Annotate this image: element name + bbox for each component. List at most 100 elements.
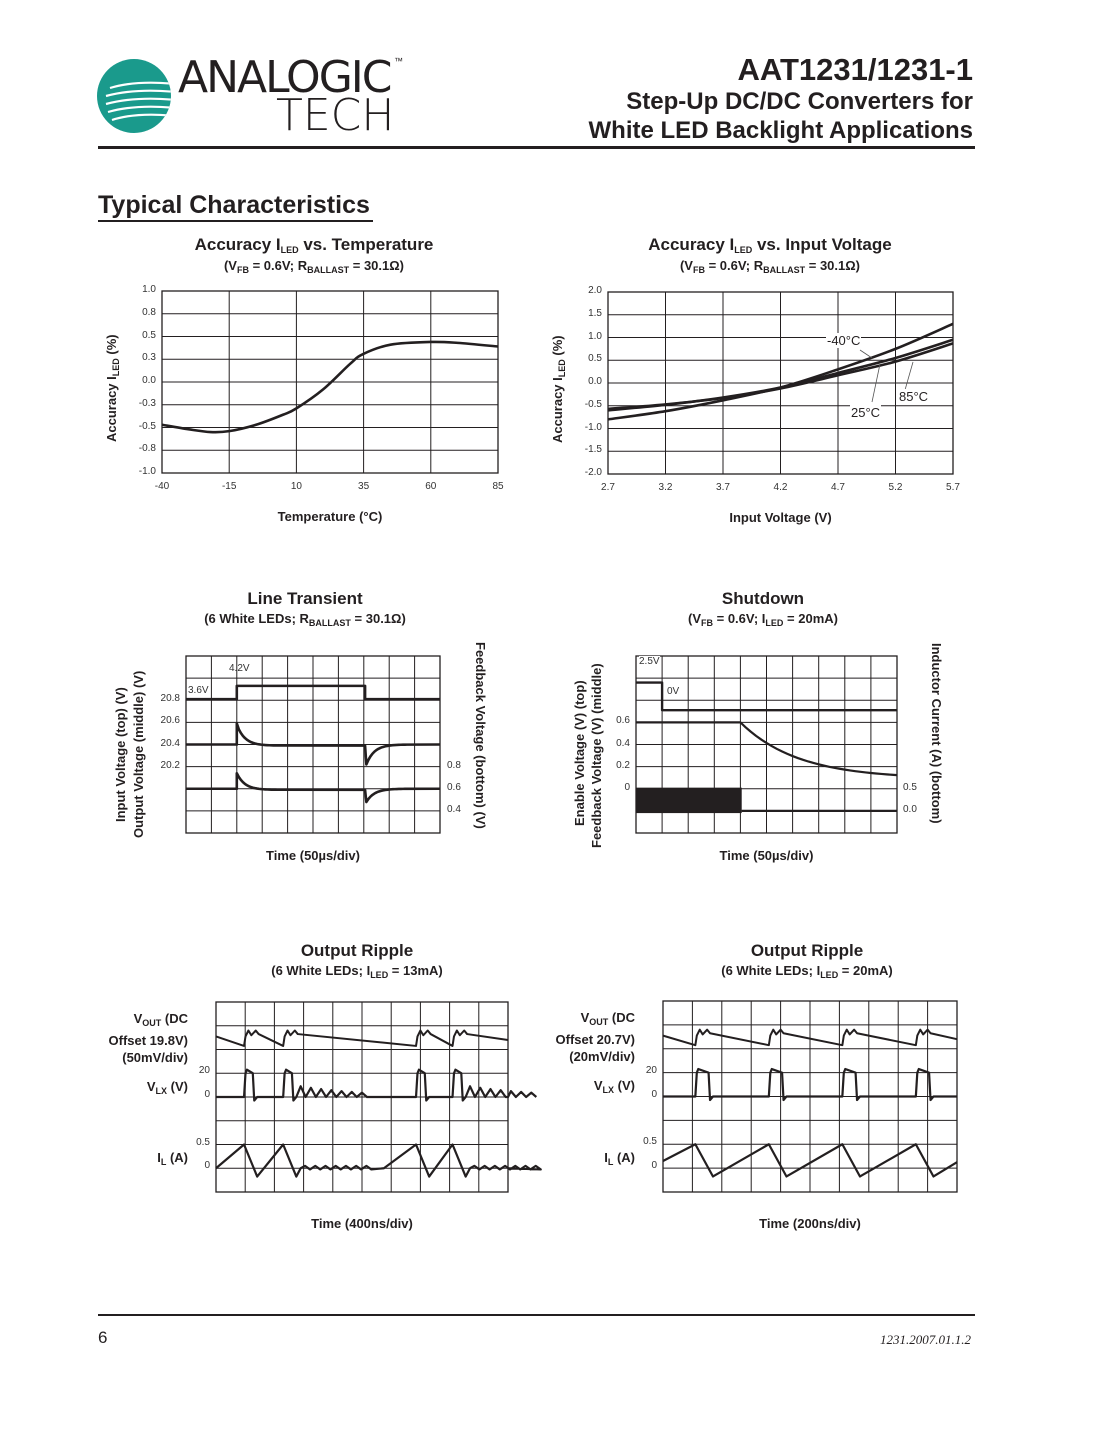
- series-label: -40°C: [826, 333, 862, 348]
- y-tick-label: 0.8: [142, 306, 156, 318]
- text-segment: (DC: [161, 1011, 188, 1026]
- inductor-current-trace: [662, 1143, 958, 1178]
- x-tick-label: 60: [425, 481, 437, 492]
- text-segment: (V: [688, 611, 702, 626]
- text-segment: = 30.1Ω): [349, 258, 405, 273]
- series-line-0: [161, 340, 499, 434]
- x-tick-label: 4.2: [773, 482, 788, 493]
- left-tick-label: 20.6: [160, 715, 180, 727]
- x-tick-label: 3.2: [658, 482, 673, 493]
- text-segment: (6 White LEDs; R: [204, 611, 309, 626]
- chart-title: Line Transient: [55, 589, 555, 609]
- annotation-label: 4.2V: [229, 662, 250, 674]
- vlx-label: VLX (V): [38, 1078, 188, 1100]
- text-segment: Output Ripple: [300, 941, 414, 960]
- text-segment: = 0.6V; R: [248, 258, 308, 273]
- text-segment: (A): [166, 1150, 188, 1166]
- left-tick-label: 20: [645, 1064, 657, 1076]
- y-tick-label: -0.5: [584, 398, 602, 410]
- x-axis-label: Time (200ns/div): [759, 1216, 861, 1231]
- text-segment: = 0.6V; I: [713, 611, 766, 626]
- callout-line: [904, 361, 914, 391]
- chart-subtitle: (6 White LEDs; RBALLAST = 30.1Ω): [55, 611, 555, 628]
- subscript-text: BALLAST: [308, 618, 351, 628]
- vlx-trace: [663, 1067, 957, 1102]
- subscript-text: OUT: [589, 1017, 609, 1027]
- text-segment: Shutdown: [721, 589, 805, 608]
- y-tick-label: 0.0: [588, 376, 602, 387]
- text-segment: I: [157, 1150, 161, 1166]
- subscript-text: LX: [155, 1086, 168, 1096]
- logo-text-bottom: TECH: [276, 90, 395, 141]
- right-tick-label: 0.8: [447, 759, 461, 771]
- doc-subtitle-2: White LED Backlight Applications: [588, 117, 973, 144]
- subscript-text: LED: [765, 618, 784, 628]
- left-tick-label: 0: [624, 781, 630, 793]
- left-tick-label: 0.6: [616, 715, 630, 727]
- subscript-text: OUT: [142, 1018, 162, 1028]
- vout-trace: [215, 1029, 509, 1047]
- text-segment: = 20mA): [783, 611, 838, 626]
- chart-title: Output Ripple: [107, 941, 607, 961]
- left-tick-label: 0: [204, 1089, 210, 1100]
- left-tick-label: 20.2: [160, 759, 180, 771]
- y-tick-label: 0.5: [588, 353, 602, 365]
- vout-trace: [662, 1028, 958, 1047]
- x-tick-label: 35: [358, 481, 370, 492]
- footer-rule: [98, 1314, 975, 1316]
- output-voltage-trace: [186, 722, 441, 766]
- text-segment: Line Transient: [247, 589, 363, 608]
- text-segment: = 20mA): [838, 963, 893, 978]
- subscript-text: FB: [692, 265, 705, 275]
- vout-label: VOUT (DC Offset 19.8V) (50mV/div): [38, 1010, 188, 1066]
- inductor-current-trace: [215, 1143, 542, 1178]
- left-tick-label: 0: [651, 1088, 657, 1100]
- text-segment: Offset 20.7V): [555, 1032, 635, 1047]
- subscript-text: L: [607, 1157, 614, 1168]
- right-tick-label: 0.6: [447, 781, 461, 793]
- text-segment: = 0.6V; R: [704, 258, 764, 273]
- doc-subtitle-1: Step-Up DC/DC Converters for: [626, 88, 973, 115]
- text-segment: (DC: [608, 1010, 635, 1025]
- x-tick-label: -40: [154, 481, 170, 492]
- x-tick-label: 5.2: [888, 482, 903, 493]
- text-segment: (50mV/div): [122, 1050, 188, 1065]
- chart-subtitle: (VFB = 0.6V; RBALLAST = 30.1Ω): [64, 258, 564, 275]
- callout-line: [871, 363, 881, 403]
- chart-subtitle: (6 White LEDs; ILED = 20mA): [557, 963, 1057, 980]
- text-segment: (6 White LEDs; I: [721, 963, 821, 978]
- chart-subtitle: (VFB = 0.6V; ILED = 20mA): [513, 611, 1013, 628]
- y-tick-label: -1.0: [138, 466, 156, 477]
- annotation-label: 2.5V: [639, 656, 660, 667]
- subscript-text: LX: [602, 1085, 615, 1096]
- enable-voltage-trace: [636, 681, 897, 712]
- subscript-text: BALLAST: [307, 265, 350, 275]
- il-label: IL (A): [38, 1149, 188, 1171]
- text-segment: Accuracy I: [194, 235, 281, 254]
- x-tick-label: 2.7: [601, 482, 615, 493]
- chart-title: Accuracy ILED vs. Temperature: [64, 235, 564, 255]
- left-tick-label: 20.4: [160, 737, 180, 749]
- subscript-text: LED: [370, 970, 389, 980]
- x-axis-label: Time (50µs/div): [719, 848, 814, 863]
- x-tick-label: 85: [492, 481, 504, 492]
- y-tick-label: 2.0: [588, 285, 602, 296]
- y-tick-label: -2.0: [584, 467, 602, 478]
- left-tick-label: 0.5: [196, 1136, 210, 1148]
- text-segment: I: [604, 1150, 608, 1166]
- text-segment: Output Ripple: [750, 941, 864, 960]
- feedback-voltage-trace: [636, 721, 898, 777]
- y-tick-label: -0.3: [138, 397, 156, 409]
- subscript-text: LED: [820, 970, 839, 980]
- left-tick-label: 20: [198, 1065, 210, 1077]
- text-segment: (20mV/div): [569, 1049, 635, 1064]
- left-tick-label: 0.4: [616, 737, 630, 749]
- il-label: IL (A): [485, 1149, 635, 1171]
- inductor-current-switching-band: [636, 787, 742, 814]
- text-segment: V: [146, 1079, 156, 1094]
- text-segment: (V): [167, 1079, 188, 1094]
